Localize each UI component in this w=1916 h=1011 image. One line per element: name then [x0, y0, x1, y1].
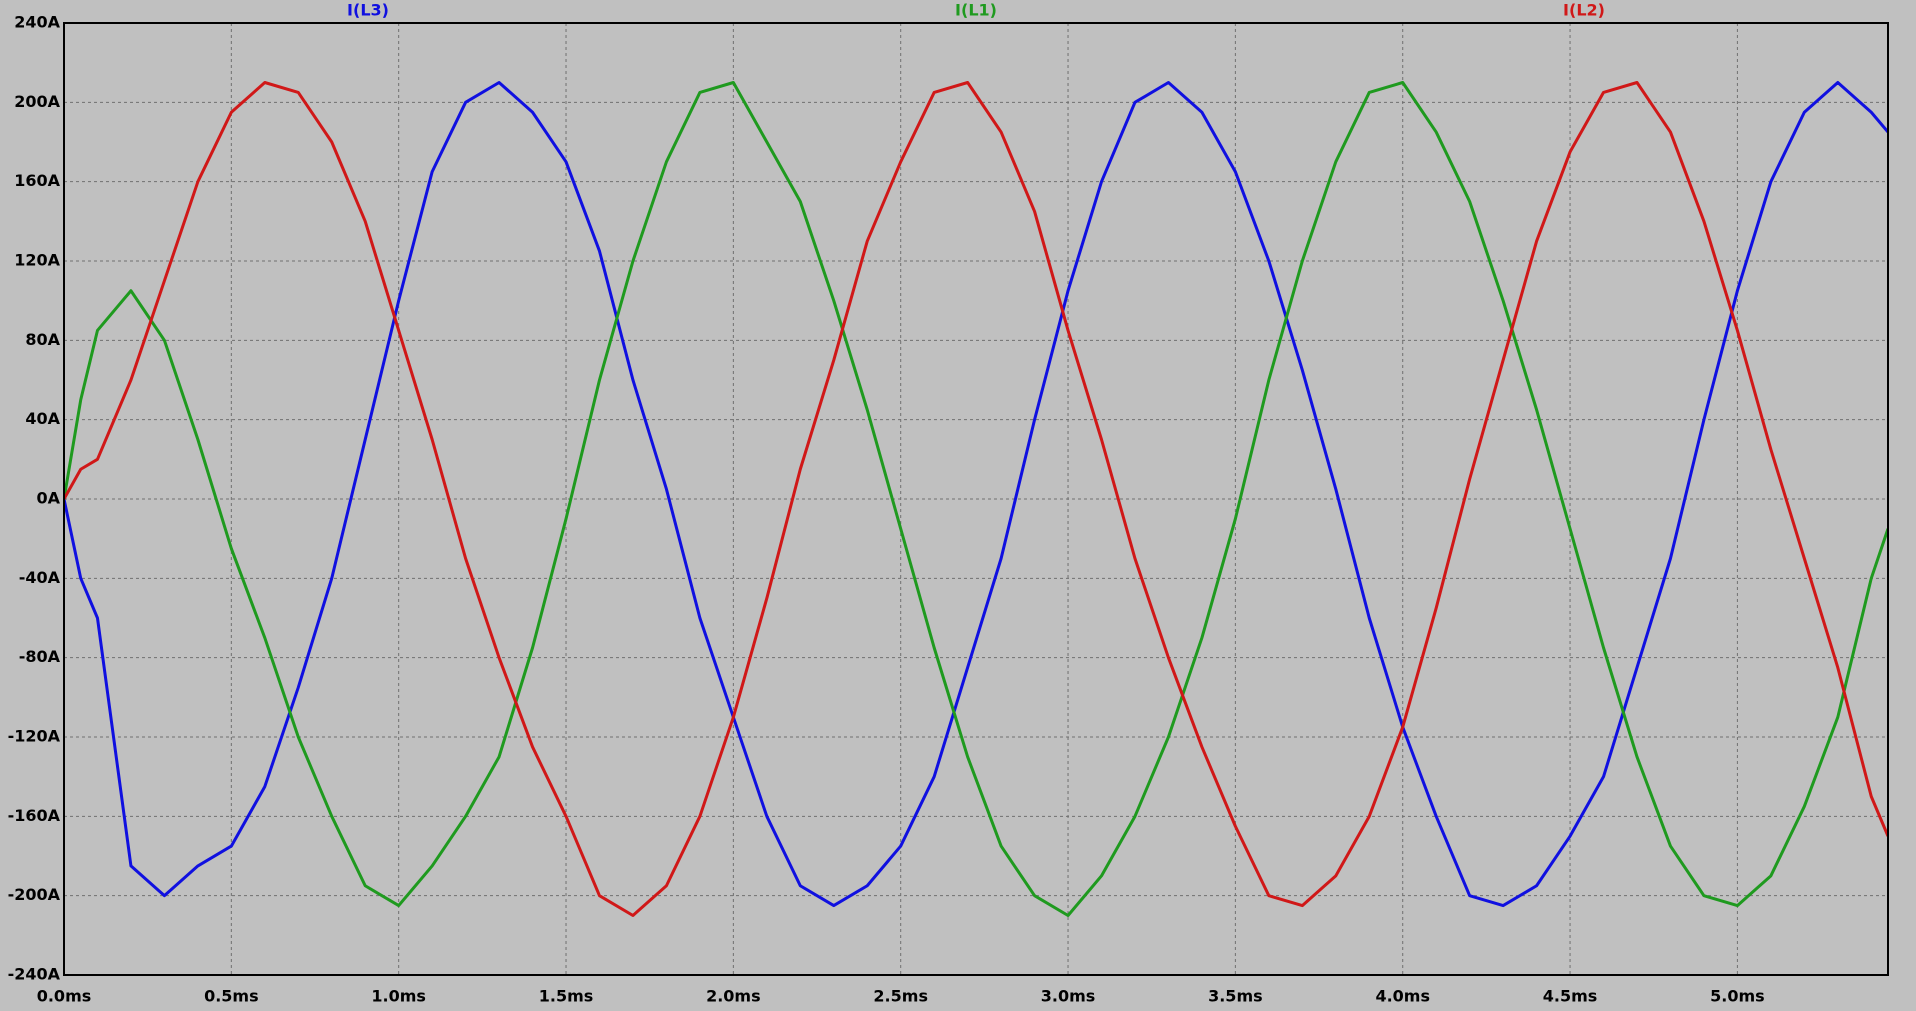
y-tick-label: -40A	[19, 568, 61, 587]
x-tick-label: 5.0ms	[1710, 987, 1765, 1006]
legend-entry: I(L2)	[1563, 1, 1605, 20]
series-line	[64, 81, 1888, 917]
plot-frame	[63, 22, 1889, 976]
x-tick-label: 4.0ms	[1375, 987, 1430, 1006]
y-tick-label: 0A	[36, 489, 60, 508]
series-line	[64, 81, 1888, 908]
x-tick-label: 4.5ms	[1543, 987, 1598, 1006]
y-tick-label: 40A	[25, 409, 60, 428]
y-tick-label: 240A	[14, 13, 60, 32]
y-tick-label: -160A	[8, 806, 61, 825]
x-tick-label: 2.5ms	[873, 987, 928, 1006]
y-tick-label: 80A	[25, 330, 60, 349]
y-tick-label: 120A	[14, 251, 60, 270]
legend-entry: I(L3)	[347, 1, 389, 20]
y-tick-label: 160A	[14, 171, 60, 190]
y-tick-label: -240A	[8, 965, 61, 984]
x-tick-label: 0.5ms	[204, 987, 259, 1006]
x-tick-label: 1.5ms	[539, 987, 594, 1006]
x-tick-label: 3.5ms	[1208, 987, 1263, 1006]
y-tick-label: 200A	[14, 92, 60, 111]
x-tick-label: 0.0ms	[37, 987, 92, 1006]
legend-entry: I(L1)	[955, 1, 997, 20]
x-tick-label: 1.0ms	[371, 987, 426, 1006]
y-tick-label: -200A	[8, 885, 61, 904]
x-tick-label: 2.0ms	[706, 987, 761, 1006]
x-tick-label: 3.0ms	[1041, 987, 1096, 1006]
series-line	[64, 81, 1888, 917]
y-tick-label: -80A	[19, 647, 61, 666]
y-tick-label: -120A	[8, 727, 61, 746]
